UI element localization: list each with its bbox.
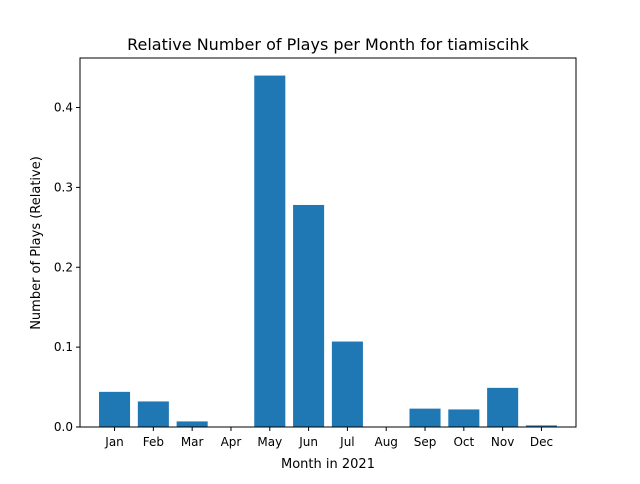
chart-title: Relative Number of Plays per Month for t… xyxy=(127,35,530,54)
y-tick-label: 0.2 xyxy=(54,260,73,274)
bar-jun xyxy=(293,205,324,427)
x-tick-label-dec: Dec xyxy=(530,435,553,449)
x-axis-label: Month in 2021 xyxy=(281,457,375,472)
x-tick-label-apr: Apr xyxy=(221,435,242,449)
bar-mar xyxy=(177,421,208,427)
bar-jul xyxy=(332,342,363,427)
y-tick-label: 0.1 xyxy=(54,340,73,354)
bar-sep xyxy=(410,409,441,427)
bar-feb xyxy=(138,401,169,427)
x-tick-label-nov: Nov xyxy=(491,435,514,449)
x-tick-label-may: May xyxy=(257,435,282,449)
y-tick-label: 0.3 xyxy=(54,180,73,194)
bar-jan xyxy=(99,392,130,427)
x-tick-label-jul: Jul xyxy=(339,435,354,449)
bar-nov xyxy=(487,388,518,427)
y-axis-label: Number of Plays (Relative) xyxy=(29,156,44,330)
x-tick-label-jun: Jun xyxy=(298,435,318,449)
y-tick-label: 0.4 xyxy=(54,101,73,115)
bar-oct xyxy=(448,409,479,427)
x-tick-label-mar: Mar xyxy=(181,435,204,449)
x-tick-label-jan: Jan xyxy=(104,435,124,449)
bar-may xyxy=(254,76,285,427)
y-tick-label: 0.0 xyxy=(54,420,73,434)
x-tick-label-sep: Sep xyxy=(414,435,437,449)
x-tick-label-oct: Oct xyxy=(453,435,474,449)
x-tick-label-feb: Feb xyxy=(143,435,164,449)
x-tick-label-aug: Aug xyxy=(374,435,397,449)
